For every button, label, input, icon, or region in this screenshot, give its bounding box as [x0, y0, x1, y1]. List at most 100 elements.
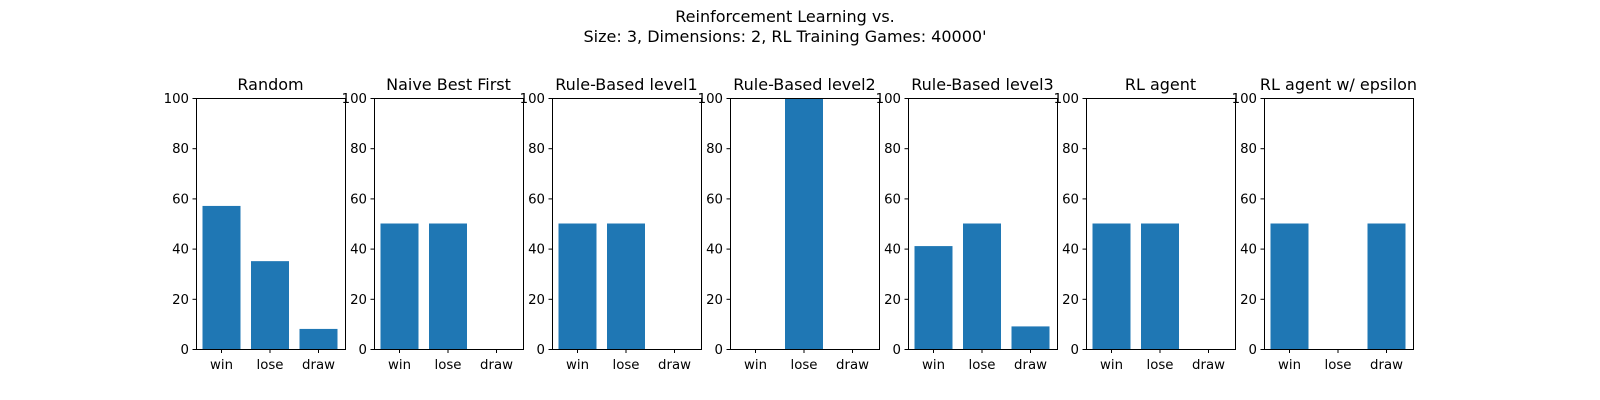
x-tick-label: lose — [1147, 358, 1174, 373]
y-tick-label: 40 — [350, 243, 367, 258]
y-tick-label: 40 — [884, 243, 901, 258]
axes-frame — [908, 98, 1058, 350]
y-tick-label: 80 — [1062, 142, 1079, 157]
y-tick-label: 40 — [528, 243, 545, 258]
bar-draw — [299, 328, 338, 349]
y-tick-label: 60 — [1240, 192, 1257, 207]
subplot-7: RL agent w/ epsilon 0 20 40 60 80 100 win lose dr… — [1232, 75, 1417, 373]
x-tick-label: draw — [1192, 358, 1225, 373]
axes-frame — [730, 98, 880, 350]
subplot-title: RL agent — [1125, 75, 1196, 94]
subplot-title: Naive Best First — [386, 75, 511, 94]
y-tick-label: 60 — [1062, 192, 1079, 207]
y-tick-label: 20 — [706, 293, 723, 308]
y-tick-label: 0 — [715, 343, 723, 358]
subplot-6: RL agent 0 20 40 60 80 100 win lose draw — [1054, 75, 1236, 373]
subplot-title: Random — [237, 75, 303, 94]
subplot-3: Rule-Based level1 0 20 40 60 80 100 win lose draw — [520, 75, 702, 373]
y-tick-label: 40 — [172, 243, 189, 258]
y-tick-label: 20 — [350, 293, 367, 308]
x-tick-label: draw — [480, 358, 513, 373]
bar-win — [1270, 223, 1309, 349]
bar-draw — [1367, 223, 1406, 349]
y-tick-label: 100 — [1232, 92, 1257, 107]
y-tick-label: 60 — [706, 192, 723, 207]
y-tick-label: 40 — [706, 243, 723, 258]
x-tick-label: win — [1100, 358, 1123, 373]
x-tick-label: win — [388, 358, 411, 373]
x-tick-label: lose — [435, 358, 462, 373]
x-tick-label: draw — [302, 358, 335, 373]
axes-frame — [552, 98, 702, 350]
y-tick-label: 60 — [172, 192, 189, 207]
y-tick-label: 20 — [1240, 293, 1257, 308]
y-tick-label: 100 — [520, 92, 545, 107]
subplot-5: Rule-Based level3 0 20 40 60 80 100 win lose draw — [876, 75, 1058, 373]
y-tick-label: 20 — [884, 293, 901, 308]
x-tick-label: draw — [1014, 358, 1047, 373]
x-tick-label: win — [922, 358, 945, 373]
figure-subtitle: Size: 3, Dimensions: 2, RL Training Game… — [584, 27, 987, 46]
x-tick-label: lose — [1325, 358, 1352, 373]
y-tick-label: 0 — [1249, 343, 1257, 358]
y-tick-label: 80 — [172, 142, 189, 157]
y-tick-label: 0 — [893, 343, 901, 358]
y-tick-label: 0 — [181, 343, 189, 358]
x-tick-label: draw — [1370, 358, 1403, 373]
subplot-2: Naive Best First 0 20 40 60 80 100 win lose draw — [342, 75, 524, 373]
subplot-1: Random 0 20 40 60 80 100 win lose draw — [164, 75, 346, 373]
y-tick-label: 80 — [884, 142, 901, 157]
bar-lose — [785, 98, 823, 349]
figure-title: Reinforcement Learning vs. — [675, 7, 894, 26]
y-tick-label: 80 — [1240, 142, 1257, 157]
x-tick-label: win — [566, 358, 589, 373]
subplot-title: RL agent w/ epsilon — [1260, 75, 1417, 94]
y-tick-label: 0 — [359, 343, 367, 358]
bar-win — [914, 246, 953, 349]
subplot-title: Rule-Based level2 — [733, 75, 875, 94]
bar-lose — [607, 223, 645, 349]
x-tick-label: win — [744, 358, 767, 373]
bar-lose — [429, 223, 467, 349]
y-tick-label: 60 — [350, 192, 367, 207]
y-tick-label: 100 — [342, 92, 367, 107]
x-tick-label: win — [210, 358, 233, 373]
y-tick-label: 100 — [698, 92, 723, 107]
axes-frame — [1264, 98, 1414, 350]
x-tick-label: win — [1278, 358, 1301, 373]
y-tick-label: 80 — [528, 142, 545, 157]
y-tick-label: 100 — [1054, 92, 1079, 107]
y-tick-label: 60 — [528, 192, 545, 207]
bar-draw — [1011, 326, 1050, 349]
y-tick-label: 60 — [884, 192, 901, 207]
bar-lose — [1141, 223, 1179, 349]
y-tick-label: 0 — [1071, 343, 1079, 358]
subplot-4: Rule-Based level2 0 20 40 60 80 100 win lose draw — [698, 75, 880, 373]
bar-win — [558, 223, 597, 349]
y-tick-label: 20 — [1062, 293, 1079, 308]
bar-lose — [963, 223, 1001, 349]
y-tick-label: 20 — [528, 293, 545, 308]
x-tick-label: lose — [613, 358, 640, 373]
axes-frame — [374, 98, 524, 350]
x-tick-label: draw — [658, 358, 691, 373]
subplot-title: Rule-Based level3 — [911, 75, 1053, 94]
bar-win — [380, 223, 419, 349]
y-tick-label: 80 — [350, 142, 367, 157]
bar-win — [1092, 223, 1131, 349]
y-tick-label: 0 — [537, 343, 545, 358]
y-tick-label: 20 — [172, 293, 189, 308]
x-tick-label: lose — [969, 358, 996, 373]
x-tick-label: lose — [791, 358, 818, 373]
bar-lose — [251, 261, 289, 349]
x-tick-label: lose — [257, 358, 284, 373]
x-tick-label: draw — [836, 358, 869, 373]
axes-frame — [1086, 98, 1236, 350]
y-tick-label: 100 — [164, 92, 189, 107]
y-tick-label: 80 — [706, 142, 723, 157]
y-tick-label: 100 — [876, 92, 901, 107]
y-tick-label: 40 — [1062, 243, 1079, 258]
axes-frame — [196, 98, 346, 350]
